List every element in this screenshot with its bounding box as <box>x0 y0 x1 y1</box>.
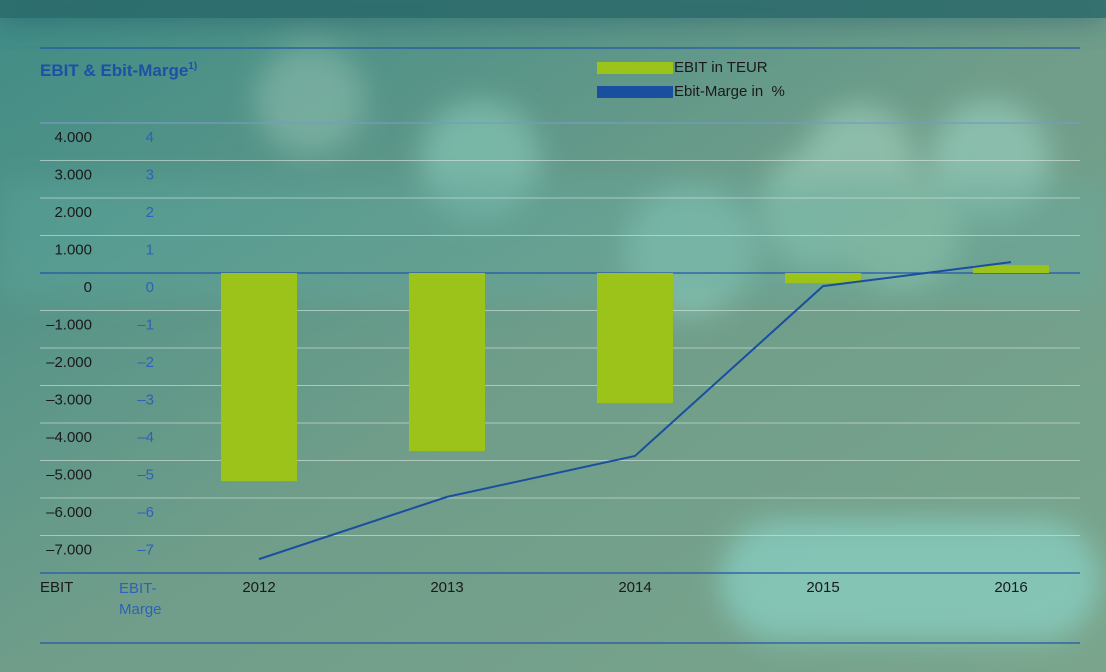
x-tick-label: 2014 <box>618 579 651 596</box>
y2-tick-label: 3 <box>146 166 154 183</box>
legend-label: Ebit-Marge in % <box>674 83 785 100</box>
y2-tick-label: 1 <box>146 241 154 258</box>
bar <box>221 273 297 482</box>
x-tick-label: 2012 <box>242 579 275 596</box>
y-tick-label: 3.000 <box>54 166 92 183</box>
y2-tick-label: –3 <box>137 391 154 408</box>
bar <box>973 265 1049 273</box>
bar <box>597 273 673 404</box>
bar <box>785 273 861 284</box>
y-tick-label: 0 <box>84 279 92 296</box>
x-tick-label: 2016 <box>994 579 1027 596</box>
y-tick-label: 4.000 <box>54 129 92 146</box>
legend-label: EBIT in TEUR <box>674 59 768 76</box>
top-band <box>0 0 1106 18</box>
line <box>258 261 1012 561</box>
bokeh <box>0 0 1106 640</box>
y-tick-label: –6.000 <box>46 504 92 521</box>
y-tick-label: –1.000 <box>46 316 92 333</box>
y2-tick-label: –4 <box>137 429 154 446</box>
title-text: EBIT & Ebit-Marge <box>40 61 188 80</box>
y2-axis-label: EBIT-Marge <box>119 580 162 618</box>
y-tick-label: –7.000 <box>46 541 92 558</box>
x-tick-label: 2015 <box>806 579 839 596</box>
y-tick-label: –2.000 <box>46 354 92 371</box>
y-tick-label: –4.000 <box>46 429 92 446</box>
y-tick-label: –5.000 <box>46 466 92 483</box>
y-tick-label: 2.000 <box>54 204 92 221</box>
chart-title: EBIT & Ebit-Marge1) <box>40 61 197 81</box>
y2-tick-label: –2 <box>137 354 154 371</box>
y-tick-label: –3.000 <box>46 391 92 408</box>
y2-tick-label: –7 <box>137 541 154 558</box>
bar <box>409 273 485 452</box>
legend-swatch <box>597 86 673 98</box>
y-tick-label: 1.000 <box>54 241 92 258</box>
y2-tick-label: –6 <box>137 504 154 521</box>
title-note: 1) <box>188 61 197 72</box>
y2-tick-label: 4 <box>146 129 154 146</box>
y2-tick-label: 2 <box>146 204 154 221</box>
x-tick-label: 2013 <box>430 579 463 596</box>
legend-swatch <box>597 62 673 74</box>
y2-tick-label: 0 <box>146 279 154 296</box>
y2-tick-label: –5 <box>137 466 154 483</box>
y2-tick-label: –1 <box>137 316 154 333</box>
y-axis-label: EBIT <box>40 579 73 596</box>
